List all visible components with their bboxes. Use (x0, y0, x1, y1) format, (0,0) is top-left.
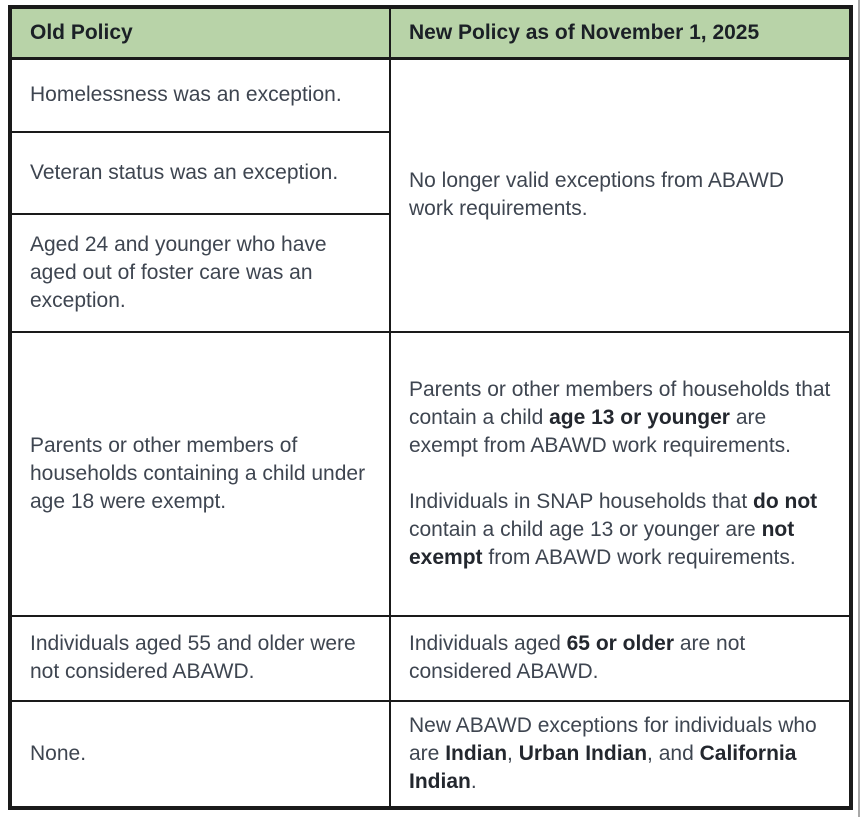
table-header-row: Old Policy New Policy as of November 1, … (9, 6, 852, 60)
table-row: Aged 24 and younger who have aged out of… (9, 212, 851, 333)
table-row: None. New ABAWD exceptions for individua… (9, 699, 852, 809)
header-old-policy: Old Policy (9, 6, 391, 60)
cell-new-indian-exceptions: New ABAWD exceptions for individuals who… (389, 699, 852, 809)
table-row: Individuals aged 55 and older were not c… (9, 614, 852, 702)
cell-old-aged-55: Individuals aged 55 and older were not c… (9, 614, 391, 702)
cell-old-homelessness: Homelessness was an exception. (9, 57, 391, 133)
cell-old-parents-under-18: Parents or other members of households c… (9, 330, 391, 617)
cell-new-aged-65: Individuals aged 65 or older are not con… (389, 614, 852, 702)
table-row: Homelessness was an exception. No longer… (9, 57, 852, 333)
cell-old-veteran: Veteran status was an exception. (9, 130, 391, 215)
paragraph-not-exempt: Individuals in SNAP households that do n… (409, 489, 818, 569)
paragraph-age13-exempt: Parents or other members of households t… (409, 377, 831, 457)
table-row: Veteran status was an exception. (9, 130, 851, 215)
header-new-policy: New Policy as of November 1, 2025 (389, 6, 852, 60)
cell-new-age-13-exemption: Parents or other members of households t… (389, 330, 852, 617)
table-row: Parents or other members of households c… (9, 330, 852, 617)
policy-comparison-table: Old Policy New Policy as of November 1, … (8, 5, 853, 810)
cell-old-foster-care: Aged 24 and younger who have aged out of… (9, 212, 391, 333)
cell-old-none: None. (9, 699, 391, 809)
page-edge-divider (858, 0, 860, 817)
cell-new-no-longer-valid: No longer valid exceptions from ABAWD wo… (389, 57, 852, 333)
